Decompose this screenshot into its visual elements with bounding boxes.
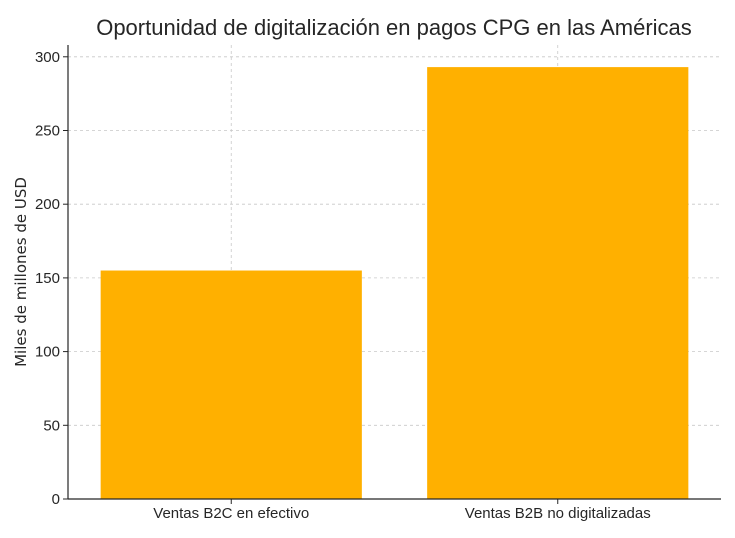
- bar-layer: [100, 67, 689, 500]
- chart-title: Oportunidad de digitalización en pagos C…: [96, 15, 692, 40]
- x-tick-label-0: Ventas B2C en efectivo: [153, 505, 309, 522]
- y-tick-label-3: 150: [35, 270, 60, 287]
- y-tick-label-5: 250: [35, 122, 60, 139]
- axis-layer: 0 50 100 150 200 250 300 Ventas B2C en efectivo…: [35, 45, 721, 522]
- y-tick-label-1: 50: [43, 417, 60, 434]
- y-tick-label-4: 200: [35, 196, 60, 213]
- y-tick-label-0: 0: [52, 491, 60, 508]
- x-tick-label-1: Ventas B2B no digitalizadas: [465, 505, 651, 522]
- y-axis-label: Miles de millones de USD: [12, 177, 30, 367]
- bar-1: [427, 67, 689, 500]
- y-tick-label-6: 300: [35, 49, 60, 66]
- bar-0: [100, 270, 362, 499]
- y-tick-label-2: 100: [35, 344, 60, 361]
